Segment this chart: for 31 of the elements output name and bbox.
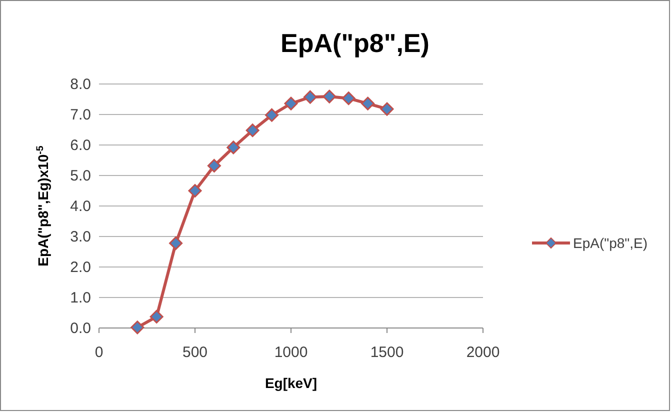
y-tick-label: 6.0	[70, 137, 91, 154]
x-axis-title: Eg[keV]	[264, 375, 318, 391]
point	[342, 92, 356, 106]
y-tick-label: 0.0	[70, 320, 91, 337]
x-tick-label: 0	[94, 344, 104, 361]
y-tick-label: 1.0	[70, 290, 91, 306]
x-tick-label: 1000	[274, 344, 308, 361]
point	[265, 108, 279, 122]
point	[303, 90, 317, 104]
y-tick-label: 8.0	[70, 76, 91, 93]
point	[284, 96, 298, 110]
y-tick-label: 2.0	[70, 259, 91, 276]
y-tick-label: 7.0	[70, 106, 91, 124]
point	[207, 158, 221, 172]
point	[246, 124, 260, 138]
y-tick-label: 4.0	[70, 198, 91, 215]
point	[361, 96, 375, 110]
point	[380, 102, 394, 116]
x-tick-label: 1500	[370, 344, 404, 361]
point	[150, 310, 164, 324]
point	[188, 184, 202, 198]
point	[169, 236, 183, 250]
x-tick-label: 500	[182, 344, 208, 361]
point	[130, 320, 144, 334]
legend-label: EpA("p8",E)	[573, 235, 648, 251]
y-tick-label: 5.0	[70, 168, 91, 184]
x-tick-label: 2000	[466, 344, 500, 361]
point	[322, 90, 336, 104]
chart-title: EpA("p8",E)	[280, 28, 430, 58]
point	[226, 140, 240, 154]
y-tick-label: 3.0	[70, 228, 91, 246]
